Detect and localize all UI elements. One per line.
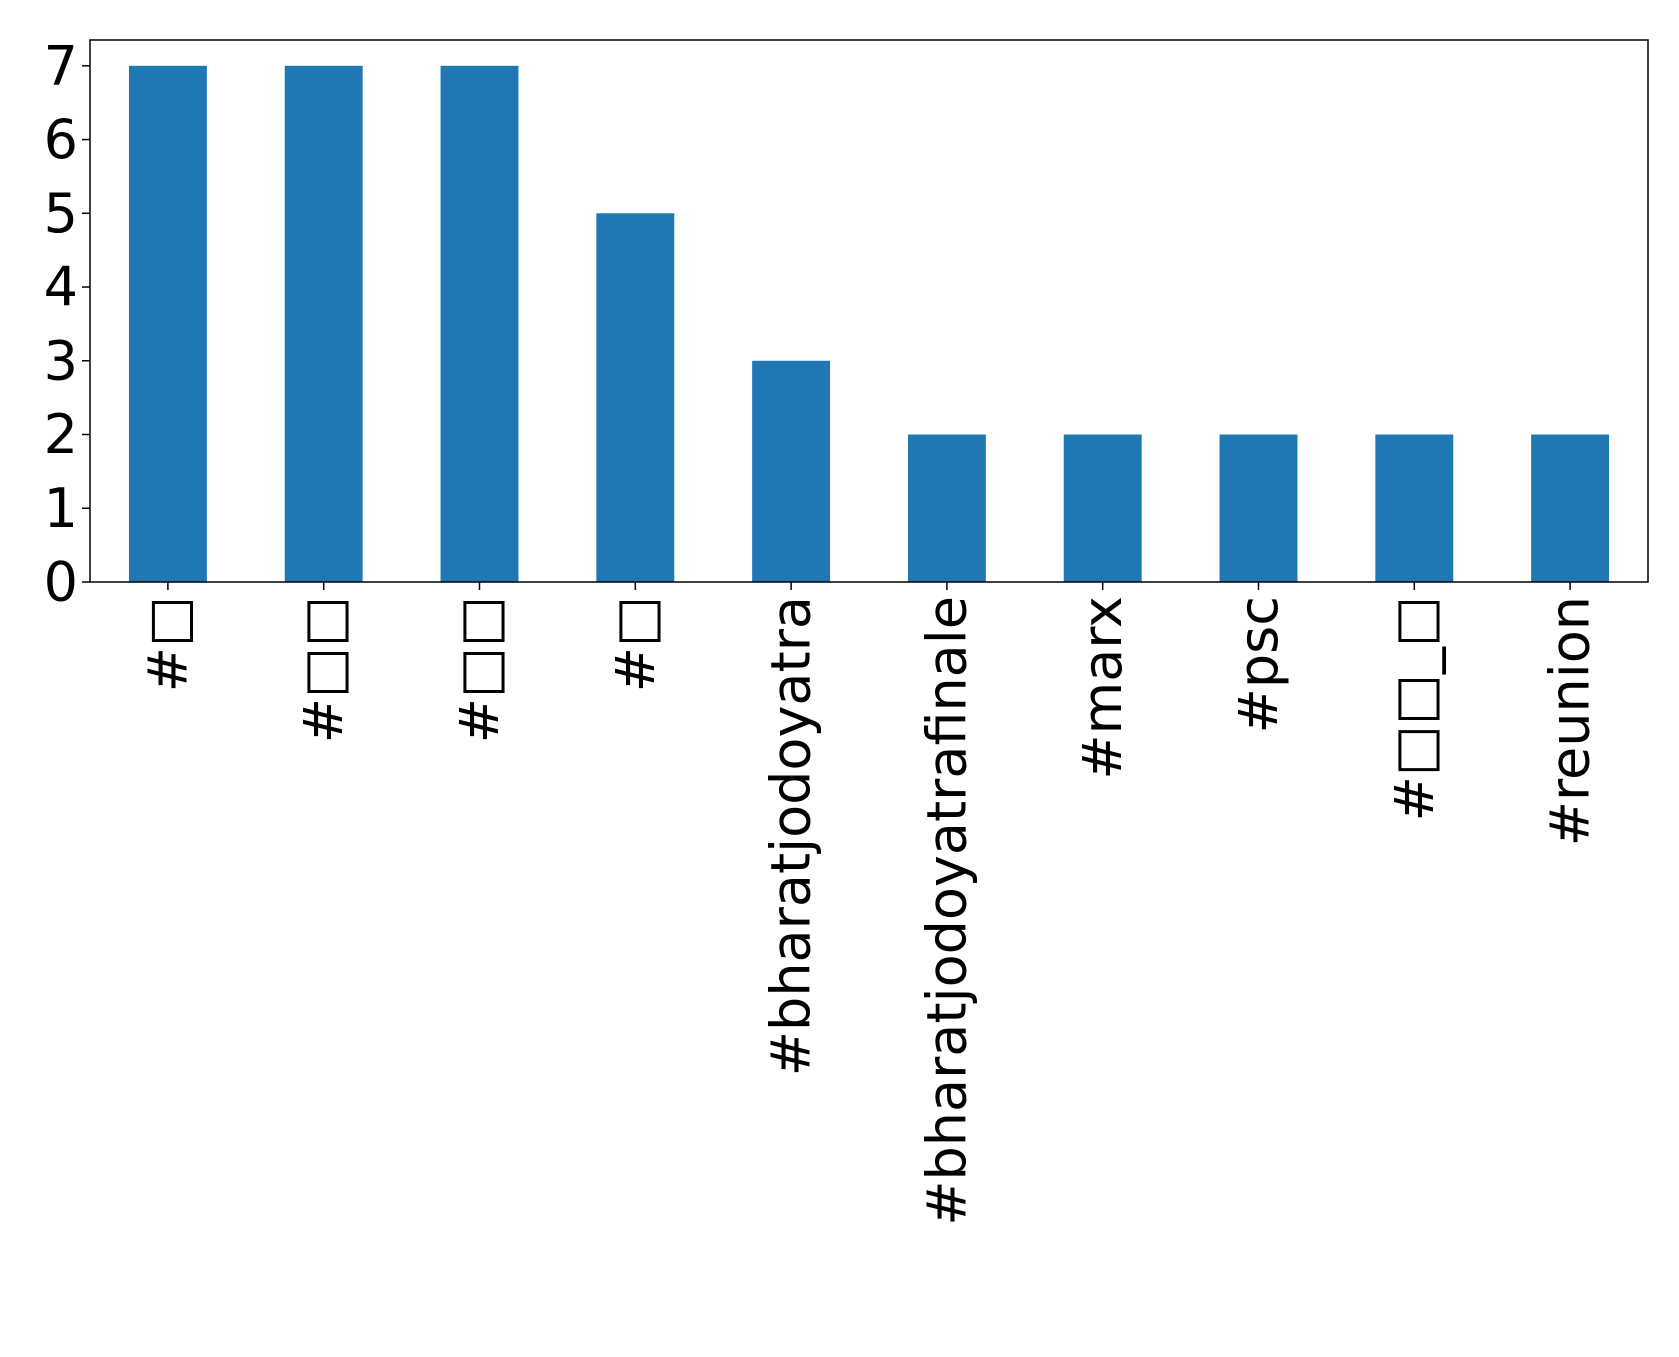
x-axis: #□ #□□ #□□ #□ #bharatjodoyatra #bharatjodoyat… xyxy=(136,582,1602,1226)
x-tick-label: #reunion xyxy=(1539,596,1602,846)
bar xyxy=(1219,434,1298,582)
x-tick-label: #psc xyxy=(1227,596,1290,733)
y-axis: 0 1 2 3 4 5 6 7 xyxy=(44,34,90,614)
bar xyxy=(1375,434,1454,582)
bar xyxy=(440,65,519,583)
x-tick-label: #□ xyxy=(136,596,199,692)
bar xyxy=(907,434,986,582)
y-tick-label: 2 xyxy=(44,403,78,466)
x-tick-label: #□□ xyxy=(448,596,511,743)
plot-frame xyxy=(89,39,1649,583)
x-tick-label: #bharatjodoyatra xyxy=(760,596,823,1076)
bar xyxy=(1063,434,1142,582)
y-tick-label: 3 xyxy=(44,329,78,392)
bar xyxy=(1531,434,1610,582)
bar xyxy=(128,65,207,583)
y-tick-label: 4 xyxy=(44,256,78,319)
bar xyxy=(752,360,831,582)
bar xyxy=(596,213,675,582)
x-tick-label: #□□_□ xyxy=(1383,596,1446,821)
y-tick-label: 6 xyxy=(44,108,78,171)
y-tick-label: 0 xyxy=(44,551,78,614)
x-tick-label: #marx xyxy=(1071,596,1134,780)
y-tick-label: 5 xyxy=(44,182,78,245)
x-tick-label: #□ xyxy=(604,596,667,692)
x-tick-label: #bharatjodoyatrafinale xyxy=(915,596,978,1226)
x-tick-label: #□□ xyxy=(292,596,355,743)
y-tick-label: 7 xyxy=(44,34,78,97)
y-tick-label: 1 xyxy=(44,477,78,540)
bars-group xyxy=(128,65,1610,583)
bar xyxy=(284,65,363,583)
